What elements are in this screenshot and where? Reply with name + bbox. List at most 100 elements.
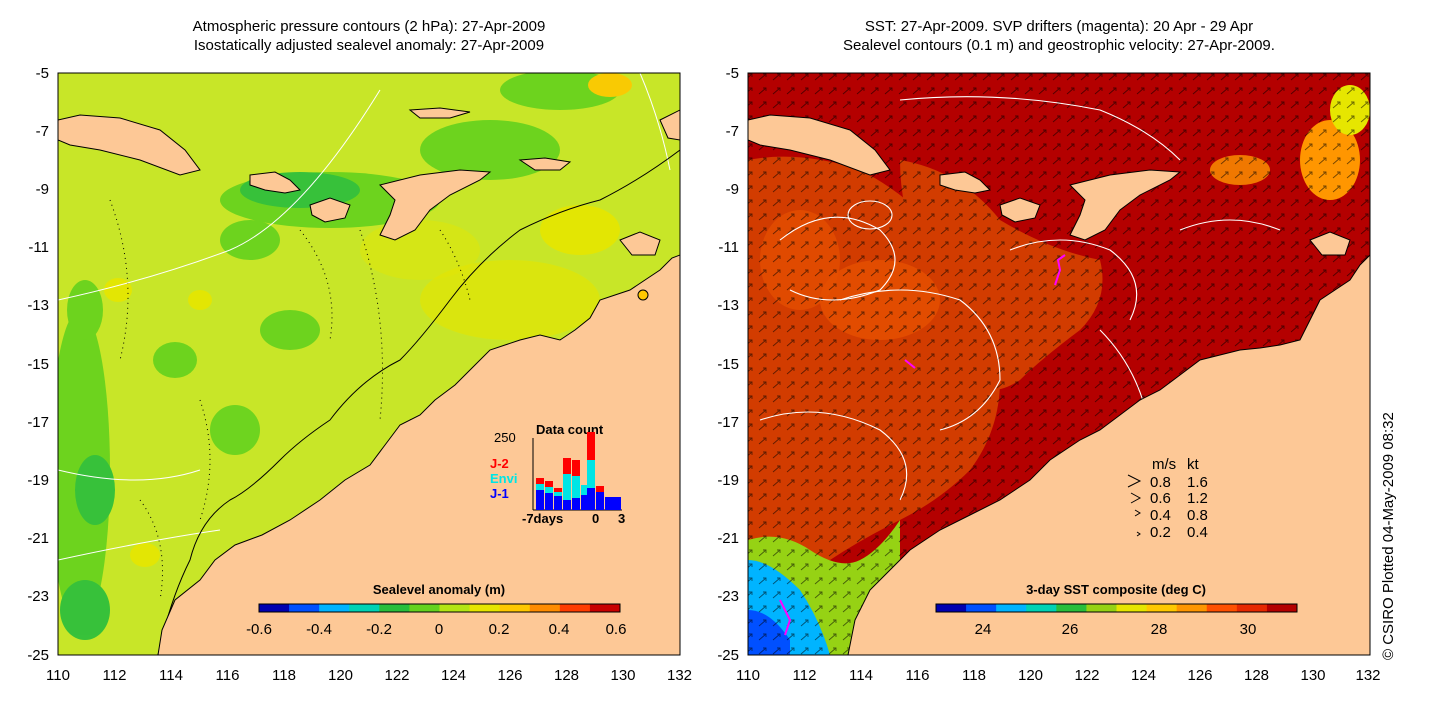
y-tick: -9: [726, 181, 739, 198]
left-title-line2: Isostatically adjusted sealevel anomaly:…: [193, 37, 545, 54]
y-tick: -15: [27, 356, 49, 373]
inset-title: Data count: [536, 422, 604, 437]
x-tick: 112: [103, 667, 127, 684]
sla-tick: 0.2: [489, 621, 510, 638]
x-tick: 116: [906, 667, 930, 684]
x-tick: 116: [216, 667, 240, 684]
inset-x-start: -7days: [522, 511, 563, 526]
x-tick: 128: [1244, 667, 1269, 684]
legend-j2: J-2: [490, 456, 509, 471]
x-tick: 114: [849, 667, 873, 684]
sla-colorbar-label: Sealevel anomaly (m): [373, 582, 505, 597]
sst-tick: 24: [975, 621, 992, 638]
velocity-key-ms: 0.8: [1150, 474, 1171, 491]
colorbar-cell: [559, 604, 591, 612]
y-tick: -7: [726, 123, 739, 140]
legend-envi: Envi: [490, 471, 517, 486]
colorbar-cell: [589, 604, 621, 612]
y-tick: -21: [27, 530, 49, 547]
left-map-frame: [57, 72, 681, 656]
y-tick: -17: [717, 414, 739, 431]
x-tick: 122: [1074, 667, 1099, 684]
x-tick: 126: [1187, 667, 1212, 684]
colorbar-cell: [936, 604, 967, 612]
right-map-title: SST: 27-Apr-2009. SVP drifters (magenta)…: [748, 17, 1370, 55]
y-tick: -5: [726, 65, 739, 82]
x-tick: 132: [1355, 667, 1380, 684]
y-tick: -11: [28, 239, 49, 256]
inset-x-zero: 0: [592, 511, 599, 526]
sst-colorbar-ticks: 24 26 28 30: [975, 621, 1257, 638]
colorbar-cell: [1176, 604, 1208, 612]
y-tick: -13: [27, 297, 49, 314]
right-title-line1: SST: 27-Apr-2009. SVP drifters (magenta)…: [864, 18, 1254, 35]
colorbar-cell: [1206, 604, 1238, 612]
shelf-edge-contour: [157, 149, 680, 655]
x-tick: 124: [441, 667, 466, 684]
sst-colorbar-cells: [936, 604, 1298, 612]
x-tick: 110: [46, 667, 70, 684]
sealevel-anomaly-map: [58, 73, 680, 655]
sla-tick: 0.4: [549, 621, 570, 638]
x-tick: 118: [962, 667, 986, 684]
colorbar-cell: [529, 604, 561, 612]
right-y-axis: -5 -7 -9 -11 -13 -15 -17 -19 -21 -23 -25: [717, 65, 739, 664]
y-tick: -25: [717, 647, 739, 664]
right-x-axis: 110 112 114 116 118 120 122 124 126 128 …: [736, 667, 1380, 684]
y-tick: -23: [27, 588, 49, 605]
colorbar-cell: [379, 604, 410, 612]
svp-drifter-tracks: [779, 254, 1066, 636]
colorbar-cell: [996, 604, 1027, 612]
inset-x-end: 3: [618, 511, 625, 526]
small-island-marker: [637, 289, 649, 301]
y-tick: -25: [27, 647, 49, 664]
y-tick: -17: [27, 414, 49, 431]
inset-bars: [536, 432, 621, 510]
colorbar-cell: [966, 604, 997, 612]
colorbar-cell: [1056, 604, 1087, 612]
left-y-axis: -5 -7 -9 -11 -13 -15 -17 -19 -21 -23 -25: [27, 65, 49, 664]
sla-colorbar-ticks: -0.6 -0.4 -0.2 0 0.2 0.4 0.6: [246, 621, 626, 638]
velocity-key-kt: 1.6: [1187, 474, 1208, 491]
australia-land: [157, 254, 680, 655]
left-x-axis: 110 112 114 116 118 120 122 124 126 128 …: [46, 667, 692, 684]
x-tick: 118: [272, 667, 296, 684]
sla-tick: -0.4: [306, 621, 332, 638]
colorbar-cell: [259, 604, 290, 612]
sla-colorbar-cells: [259, 604, 621, 612]
colorbar-cell: [1026, 604, 1057, 612]
colorbar-cell: [469, 604, 501, 612]
x-tick: 132: [667, 667, 692, 684]
plot-credit: © CSIRO Plotted 04-May-2009 08:32: [1380, 412, 1397, 660]
legend-j1: J-1: [490, 486, 509, 501]
sla-tick: 0.6: [606, 621, 627, 638]
sst-australia-land: [847, 254, 1370, 655]
y-tick: -21: [717, 530, 739, 547]
y-tick: -11: [718, 239, 739, 256]
sla-tick: -0.2: [366, 621, 392, 638]
inset-y-max: 250: [494, 430, 516, 445]
y-tick: -15: [717, 356, 739, 373]
right-map-frame: [747, 72, 1371, 656]
x-tick: 114: [159, 667, 183, 684]
y-tick: -19: [717, 472, 739, 489]
x-tick: 110: [736, 667, 760, 684]
velocity-key-kt: 0.8: [1187, 507, 1208, 524]
x-tick: 120: [1018, 667, 1043, 684]
colorbar-cell: [1086, 604, 1117, 612]
x-tick: 122: [384, 667, 409, 684]
colorbar-cell: [499, 604, 531, 612]
sla-colorbar: Sealevel anomaly (m) -0.6 -0.4 -0.2 0 0.…: [246, 582, 626, 638]
y-tick: -5: [36, 65, 49, 82]
colorbar-cell: [289, 604, 320, 612]
x-tick: 124: [1131, 667, 1156, 684]
velocity-key-header-ms: m/s: [1152, 456, 1176, 473]
y-tick: -19: [27, 472, 49, 489]
y-tick: -13: [717, 297, 739, 314]
right-title-line2: Sealevel contours (0.1 m) and geostrophi…: [843, 37, 1275, 54]
left-title-line1: Atmospheric pressure contours (2 hPa): 2…: [192, 18, 546, 35]
colorbar-cell: [439, 604, 471, 612]
x-tick: 120: [328, 667, 353, 684]
x-tick: 112: [793, 667, 817, 684]
y-tick: -9: [36, 181, 49, 198]
